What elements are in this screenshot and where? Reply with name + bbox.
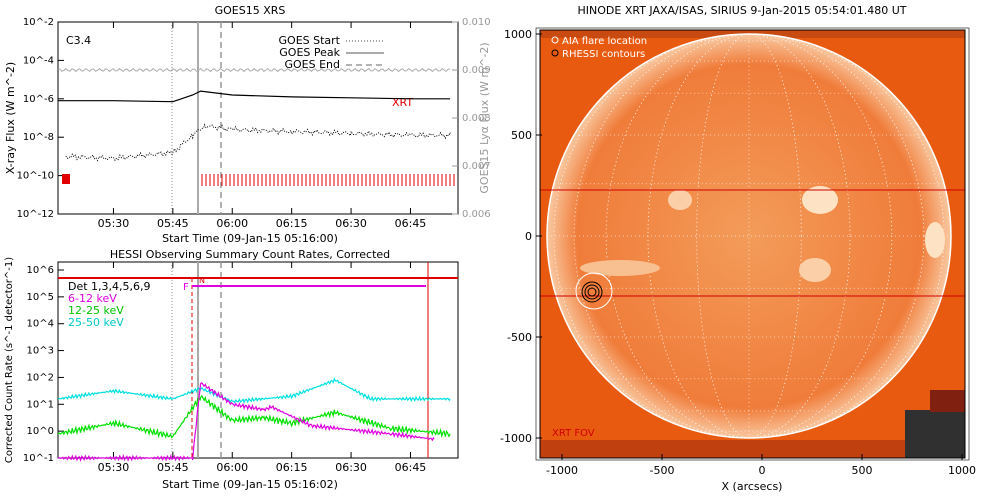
active-region-1	[802, 186, 838, 214]
hessi-y-tick-label: 10^5	[27, 292, 54, 303]
xrt-x-tick-label: 1000	[948, 464, 976, 477]
hessi-x-tick-label: 05:45	[157, 461, 189, 474]
hessi-title: HESSI Observing Summary Count Rates, Cor…	[110, 248, 390, 261]
legend-det: Det 1,3,4,5,6,9	[68, 280, 151, 293]
goes-y-tick-label: 10^-6	[23, 94, 54, 105]
goes-y2-tick-label: 0.007	[462, 161, 491, 172]
hessi-x-tick-label: 05:30	[98, 461, 130, 474]
xrt-x-tick-label: -500	[650, 464, 675, 477]
hessi-x-tick-label: 06:45	[395, 461, 427, 474]
goes-x-tick-label: 06:00	[216, 217, 248, 230]
goes-y2-tick-label: 0.010	[462, 17, 491, 28]
xrt-x-tick-label: -1000	[546, 464, 578, 477]
hessi-x-ticks: 05:30 05:45 06:00 06:15 06:30 06:45	[98, 262, 427, 474]
goes-x-tick-label: 06:15	[276, 217, 308, 230]
legend-25-50: 25-50 keV	[68, 316, 124, 329]
hessi-y-tick-label: 10^1	[27, 399, 54, 410]
xrt-frame	[539, 29, 966, 459]
xrt-y-tick-label: -500	[507, 331, 532, 344]
goes-xlabel: Start Time (09-Jan-15 05:16:00)	[162, 232, 338, 245]
xrt-y-tick-label: 0	[525, 230, 532, 243]
goes-y2label: GOES15 Lyα Flux (W m^-2)	[478, 42, 491, 193]
aia-flare-location	[575, 272, 613, 310]
goes-y-tick-label: 10^-8	[23, 132, 54, 143]
active-region-4	[580, 260, 660, 276]
goes-y2-tick-label: 0.009	[462, 65, 491, 76]
legend-6-12: 6-12 keV	[68, 292, 117, 305]
xrt-y-tick-label: -1000	[500, 432, 532, 445]
hessi-panel: HESSI Observing Summary Count Rates, Cor…	[4, 248, 459, 491]
longitude-line	[573, 33, 925, 439]
goes-title: GOES15 XRS	[215, 4, 286, 17]
hessi-25-50-line	[57, 377, 451, 404]
hessi-y-tick-label: 10^6	[27, 265, 54, 276]
hessi-legend: Det 1,3,4,5,6,9 6-12 keV 12-25 keV 25-50…	[68, 280, 151, 329]
goes-y-tick-label: 10^-12	[17, 209, 54, 220]
goes-lya-line	[57, 67, 451, 73]
xrt-fov-label: XRT FOV	[552, 428, 595, 439]
goes-long-line	[58, 90, 451, 103]
active-region-3	[925, 222, 945, 258]
goes-xrt-ticks	[201, 174, 455, 186]
hessi-flag-n: N	[199, 276, 205, 285]
xrt-x-tick-label: 0	[759, 464, 766, 477]
rhessi-contours	[581, 281, 603, 303]
goes-y-tick-label: 10^-10	[17, 171, 54, 182]
legend-aia-symbol	[551, 36, 559, 44]
legend-goes-end: GOES End	[284, 58, 340, 71]
hessi-xlabel: Start Time (09-Jan-15 05:16:02)	[162, 478, 338, 491]
hessi-frame	[57, 261, 459, 459]
goes-x-ticks: 05:30 05:45 06:00 06:15 06:30 06:45	[98, 22, 427, 230]
active-region-2	[668, 190, 692, 210]
goes-y-ticks: 10^-2 10^-4 10^-6 10^-8 10^-10 10^-12	[17, 17, 64, 220]
hessi-12-25-line	[57, 394, 451, 439]
xrt-x-ticks: -1000 -500 0 500 1000	[546, 454, 976, 477]
hessi-y-tick-label: 10^-1	[23, 453, 54, 464]
hessi-6-12-line	[57, 381, 435, 462]
legend-rhessi: RHESSI contours	[562, 49, 645, 60]
goes-y-tick-label: 10^-2	[23, 17, 54, 28]
goes-class-label: C3.4	[66, 34, 91, 47]
xrt-x-tick-label: 500	[852, 464, 873, 477]
goes-x-tick-label: 06:45	[395, 217, 427, 230]
goes-x-tick-label: 05:45	[157, 217, 189, 230]
xrt-y-ticks: 1000 500 0 -500 -1000	[500, 28, 542, 445]
hessi-x-tick-label: 06:00	[216, 461, 248, 474]
xrt-y-tick-label: 1000	[504, 28, 532, 41]
xrt-image	[540, 30, 965, 458]
goes-panel: GOES15 XRS 10^-210^-410^-610^-810^-1010^…	[4, 4, 491, 245]
goes-y-tick-label: 10^-4	[23, 55, 54, 66]
legend-goes-peak: GOES Peak	[279, 46, 340, 59]
active-region-5	[799, 258, 831, 282]
goes-y2-ticks: 0.010 0.009 0.008 0.007 0.006	[452, 17, 491, 220]
hessi-x-tick-label: 06:30	[335, 461, 367, 474]
hessi-y-tick-label: 10^4	[27, 319, 54, 330]
legend-12-25: 12-25 keV	[68, 304, 124, 317]
xrt-title: HINODE XRT JAXA/ISAS, SIRIUS 9-Jan-2015 …	[578, 4, 907, 17]
xrt-xlabel: X (arcsecs)	[722, 480, 783, 493]
xrt-latlon-grid	[547, 33, 951, 439]
legend-goes-start: GOES Start	[279, 34, 341, 47]
hessi-y-tick-label: 10^3	[27, 346, 54, 357]
hessi-ylabel: Corrected Count Rate (s^-1 detector^-1)	[4, 257, 15, 463]
xrt-y-tick-label: 500	[511, 129, 532, 142]
legend-rhessi-symbol	[551, 49, 559, 57]
goes-x-tick-label: 05:30	[98, 217, 130, 230]
hessi-x-tick-label: 06:15	[276, 461, 308, 474]
goes-x-tick-label: 06:30	[335, 217, 367, 230]
goes-red-block	[62, 174, 70, 184]
goes-legend: GOES Start GOES Peak GOES End	[279, 34, 384, 71]
xrt-panel: HINODE XRT JAXA/ISAS, SIRIUS 9-Jan-2015 …	[500, 4, 976, 493]
hessi-y-tick-label: 10^0	[27, 426, 54, 437]
hessi-y-ticks: 10^6 10^5 10^4 10^3 10^2 10^1 10^0 10^-1	[23, 265, 64, 464]
goes-ylabel: X-ray Flux (W m^-2)	[4, 62, 17, 174]
goes-short-line	[65, 123, 451, 162]
goes-y2-tick-label: 0.006	[462, 209, 491, 220]
hessi-y-tick-label: 10^2	[27, 372, 54, 383]
goes-y2-tick-label: 0.008	[462, 113, 491, 124]
hessi-flag-f: F	[183, 282, 189, 293]
legend-aia: AIA flare location	[562, 36, 647, 47]
